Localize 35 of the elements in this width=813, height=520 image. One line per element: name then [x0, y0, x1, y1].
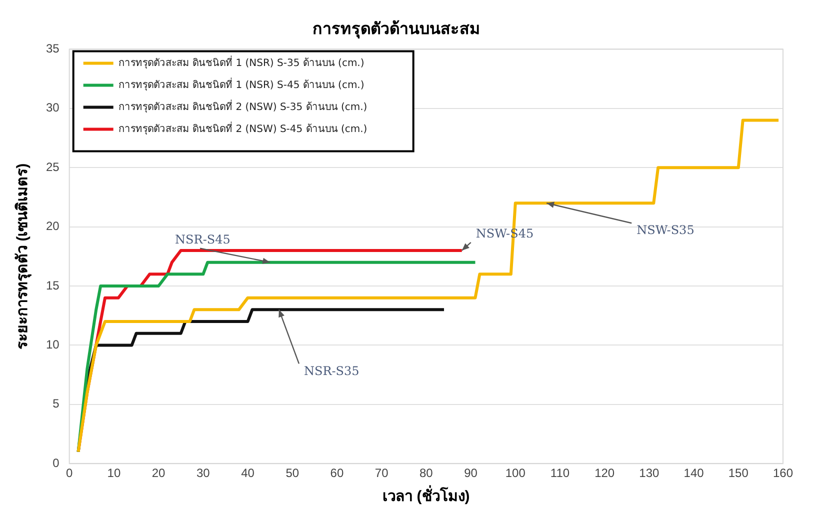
- legend-label: การทรุดตัวสะสม ดินชนิดที่ 1 (NSR) S-45 ด้านบน (cm.): [118, 76, 364, 91]
- x-tick-label: 80: [419, 466, 434, 480]
- annotation: NSR-S35: [304, 364, 360, 378]
- x-tick-label: 90: [464, 466, 478, 480]
- x-tick-label: 10: [107, 466, 121, 480]
- x-tick-label: 130: [639, 466, 660, 480]
- x-tick-label: 40: [241, 466, 255, 480]
- legend-label: การทรุดตัวสะสม ดินชนิดที่ 1 (NSR) S-35 ด้านบน (cm.): [118, 54, 364, 69]
- annotation: NSW-S35: [636, 223, 694, 238]
- x-tick-label: 0: [66, 466, 74, 480]
- x-tick-label: 100: [505, 466, 526, 480]
- x-tick-label: 110: [550, 466, 570, 480]
- x-tick-label: 50: [286, 466, 300, 480]
- x-tick-label: 30: [196, 466, 210, 480]
- y-tick-label: 30: [46, 100, 60, 115]
- y-tick-label: 5: [52, 396, 60, 411]
- x-axis-title: เวลา (ชั่วโมง): [382, 485, 470, 506]
- x-tick-label: 20: [152, 466, 166, 480]
- y-tick-label: 15: [46, 278, 60, 292]
- annotation: NSR-S45: [175, 232, 230, 246]
- chart-title: การทรุดตัวด้านบนสะสม: [312, 18, 480, 39]
- y-tick-label: 25: [46, 160, 60, 174]
- y-tick-label: 10: [46, 338, 60, 352]
- y-tick-label: 0: [52, 456, 60, 470]
- legend-label: การทรุดตัวสะสม ดินชนิดที่ 2 (NSW) S-45 ด้านบน (cm.): [118, 120, 368, 135]
- y-tick-label: 35: [46, 42, 60, 56]
- legend-label: การทรุดตัวสะสม ดินชนิดที่ 2 (NSW) S-35 ด้านบน (cm.): [118, 98, 368, 113]
- x-tick-label: 160: [772, 466, 794, 480]
- x-tick-label: 70: [374, 466, 389, 480]
- x-tick-label: 60: [330, 466, 344, 480]
- y-axis-title: ระยะการทรุดตัว (เซนติเมตร): [13, 163, 32, 350]
- x-tick-label: 150: [728, 466, 749, 480]
- x-tick-label: 140: [684, 466, 704, 480]
- x-tick-label: 120: [594, 466, 615, 480]
- y-tick-label: 20: [46, 219, 60, 234]
